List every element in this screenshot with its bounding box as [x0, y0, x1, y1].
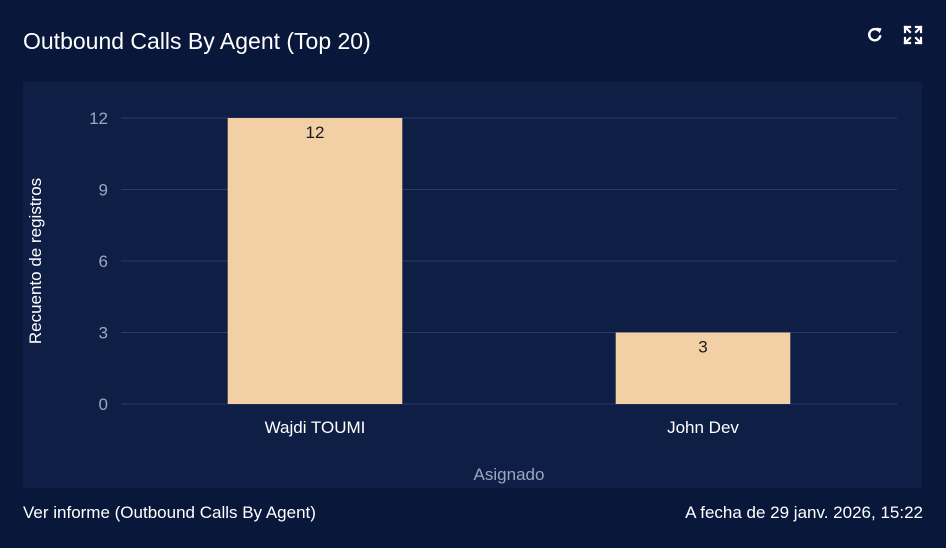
widget-title: Outbound Calls By Agent (Top 20)	[23, 28, 371, 54]
x-tick-label: John Dev	[667, 418, 739, 437]
y-tick-label: 3	[99, 324, 108, 343]
y-tick-label: 12	[89, 109, 108, 128]
view-report-link[interactable]: Ver informe (Outbound Calls By Agent)	[23, 503, 316, 522]
bar	[227, 118, 403, 404]
expand-icon[interactable]	[902, 24, 924, 46]
x-axis-title: Asignado	[474, 465, 545, 484]
y-tick-label: 0	[99, 395, 108, 414]
x-tick-label: Wajdi TOUMI	[265, 418, 366, 437]
y-axis-title: Recuento de registros	[26, 178, 45, 344]
chart-plot-area: 0 3 6 9 12 12 Wajdi TOUMI 3 John Dev Asignado Recu…	[23, 82, 922, 488]
y-tick-label: 9	[99, 181, 108, 200]
bar	[615, 332, 791, 404]
bar-chart: 0 3 6 9 12 12 Wajdi TOUMI 3 John Dev Asignado Recu…	[26, 109, 897, 484]
data-label: 3	[698, 338, 707, 357]
as-of-timestamp: A fecha de 29 janv. 2026, 15:22	[685, 503, 923, 522]
data-label: 12	[306, 123, 325, 142]
refresh-icon[interactable]	[864, 24, 886, 46]
y-tick-label: 6	[99, 252, 108, 271]
